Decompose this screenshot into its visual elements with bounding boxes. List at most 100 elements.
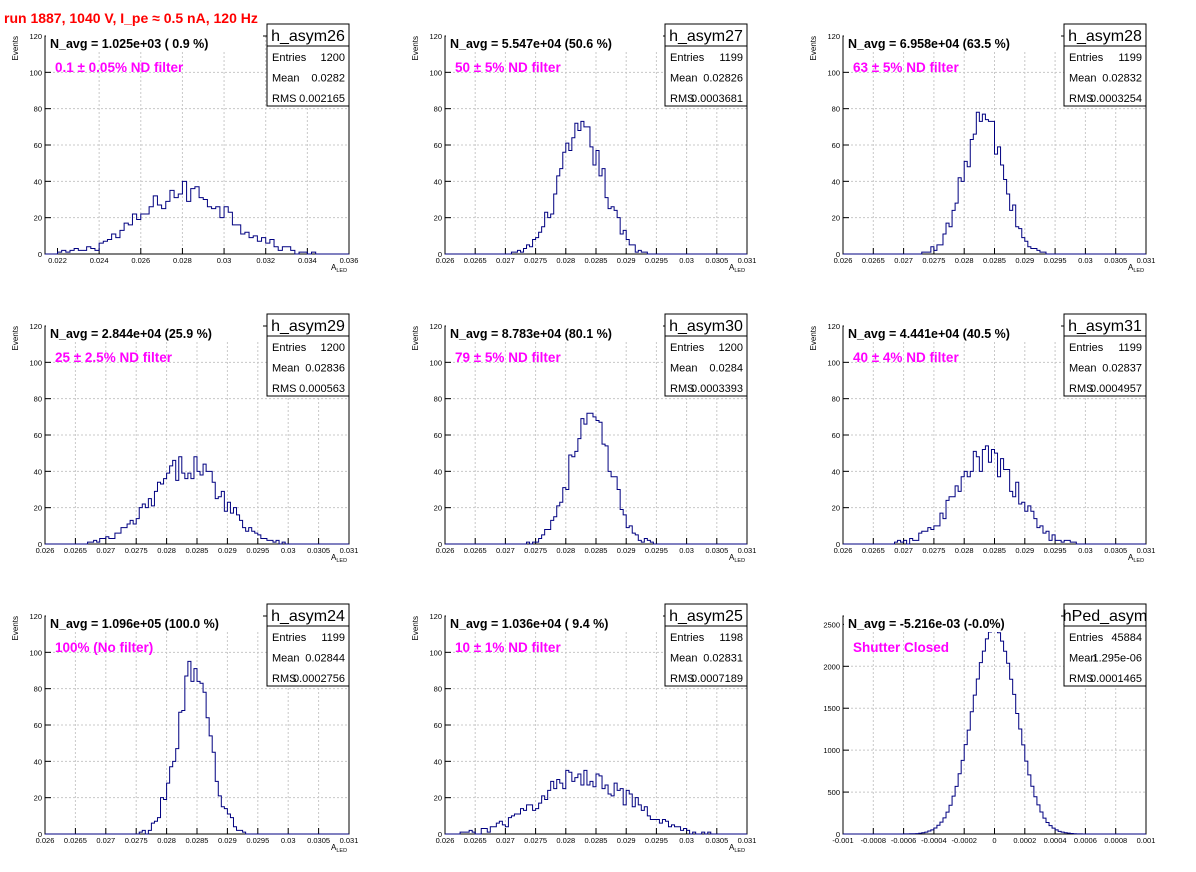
y-axis-title: Events — [809, 36, 818, 60]
x-tick-label: 0.0004 — [1044, 836, 1067, 845]
y-tick-label: 20 — [434, 504, 442, 513]
x-axis-title: ALED — [729, 843, 745, 854]
panel-h_asym24: 0.026 0.0265 0.027 0.0275 0.028 0.0285 0.029 0.… — [11, 603, 358, 854]
stats-value: 1.295e-06 — [1092, 653, 1142, 665]
y-tick-label: 20 — [434, 214, 442, 223]
stats-label: Mean — [1069, 73, 1097, 85]
x-tick-label: 0.0285 — [585, 546, 608, 555]
y-tick-label: 40 — [34, 177, 42, 186]
stats-box: h_asym28 Entries 1199 Mean 0.02832 RMS0.00032… — [1063, 23, 1147, 107]
stats-label: RMS — [670, 93, 694, 105]
x-axis-title: ALED — [331, 553, 347, 564]
stats-value: 0.0002756 — [293, 673, 345, 685]
stats-label: Mean — [670, 73, 698, 85]
stats-value: 1200 — [321, 342, 345, 354]
stats-label: RMS — [670, 673, 694, 685]
page-title: run 1887, 1040 V, I_pe ≈ 0.5 nA, 120 Hz — [4, 10, 258, 26]
x-tick-label: 0.0305 — [705, 546, 728, 555]
y-tick-label: 40 — [832, 467, 840, 476]
x-tick-label: 0.0275 — [524, 256, 547, 265]
panel-h_asym31: 0.026 0.0265 0.027 0.0275 0.028 0.0285 0.029 0.… — [809, 313, 1155, 564]
header-bg — [844, 35, 1061, 52]
x-tick-label: 0.029 — [617, 836, 636, 845]
stats-value: 0.0282 — [311, 73, 345, 85]
header-bg — [844, 325, 1061, 342]
y-tick-label: 100 — [429, 68, 442, 77]
y-tick-label: 60 — [832, 431, 840, 440]
y-tick-label: 500 — [827, 788, 840, 797]
histogram-name: h_asym28 — [1068, 28, 1142, 45]
histogram-line — [843, 445, 1146, 545]
histogram-line — [445, 120, 747, 255]
y-tick-label: 120 — [29, 32, 42, 41]
y-axis-title: Events — [411, 616, 420, 640]
stats-label: RMS — [670, 383, 694, 395]
y-tick-label: 40 — [34, 467, 42, 476]
y-axis-title: Events — [411, 36, 420, 60]
stats-value: 0.000563 — [299, 383, 345, 395]
x-tick-label: 0.0265 — [464, 256, 487, 265]
x-tick-label: 0.0285 — [983, 256, 1006, 265]
y-tick-label: 20 — [832, 504, 840, 513]
y-tick-label: 120 — [429, 322, 442, 331]
y-tick-label: 80 — [832, 395, 840, 404]
stats-value: 1199 — [321, 632, 345, 644]
y-tick-label: 20 — [34, 214, 42, 223]
panel-h_asym29: 0.026 0.0265 0.027 0.0275 0.028 0.0285 0.029 0.… — [11, 313, 358, 564]
histogram-line — [445, 412, 747, 545]
y-tick-label: 100 — [827, 68, 840, 77]
stats-label: Entries — [1069, 342, 1104, 354]
filter-note: 40 ± 4% ND filter — [853, 350, 959, 365]
stats-value: 0.02831 — [703, 653, 743, 665]
x-tick-label: -0.0006 — [891, 836, 916, 845]
stats-value: 0.0004957 — [1090, 383, 1142, 395]
stats-value: 0.0001465 — [1090, 673, 1142, 685]
y-axis-title: Events — [11, 326, 20, 350]
x-tick-label: 0.0295 — [645, 256, 668, 265]
filter-note: Shutter Closed — [853, 640, 949, 655]
x-axis-title: ALED — [1128, 263, 1144, 274]
stats-value: 1199 — [719, 52, 743, 64]
y-tick-label: 40 — [434, 757, 442, 766]
y-tick-label: 20 — [34, 794, 42, 803]
x-tick-label: 0.0275 — [524, 546, 547, 555]
stats-label: RMS — [1069, 673, 1093, 685]
histogram-name: h_asym24 — [271, 608, 345, 625]
stats-value: 1200 — [719, 342, 743, 354]
x-tick-label: 0.0275 — [922, 546, 945, 555]
x-tick-label: -0.0002 — [951, 836, 976, 845]
x-axis-title: ALED — [331, 263, 347, 274]
x-tick-label: 0.0305 — [705, 256, 728, 265]
stats-frame — [664, 313, 748, 397]
stats-label: Entries — [670, 632, 705, 644]
stats-value: 1198 — [719, 632, 743, 644]
x-tick-label: 0.0295 — [1044, 546, 1067, 555]
stats-label: Mean — [1069, 363, 1097, 375]
y-tick-label: 40 — [832, 177, 840, 186]
x-tick-label: 0.036 — [340, 256, 359, 265]
x-tick-label: 0.03 — [281, 546, 296, 555]
y-tick-label: 80 — [34, 105, 42, 114]
header-text: N_avg = 5.547e+04 (50.6 %) — [450, 37, 612, 51]
y-tick-label: 20 — [434, 794, 442, 803]
x-axis-title: ALED — [1128, 553, 1144, 564]
y-tick-label: 0 — [38, 830, 42, 839]
y-tick-label: 80 — [34, 395, 42, 404]
header-text: N_avg = 6.958e+04 (63.5 %) — [848, 37, 1010, 51]
y-tick-label: 120 — [429, 32, 442, 41]
header-text: N_avg = 8.783e+04 (80.1 %) — [450, 327, 612, 341]
x-tick-label: 0.03 — [217, 256, 232, 265]
y-tick-label: 60 — [434, 141, 442, 150]
y-axis-title: Events — [11, 616, 20, 640]
stats-label: Entries — [670, 342, 705, 354]
y-tick-label: 80 — [434, 105, 442, 114]
stats-value: 0.002165 — [299, 93, 345, 105]
histogram-line — [45, 180, 349, 255]
x-axis-title: ALED — [729, 553, 745, 564]
stats-box: h_asym25 Entries 1198 Mean 0.02831 RMS0.00071… — [664, 603, 748, 687]
y-tick-label: 2500 — [823, 620, 840, 629]
filter-note: 25 ± 2.5% ND filter — [55, 350, 173, 365]
y-tick-label: 60 — [434, 431, 442, 440]
x-tick-label: -0.0004 — [921, 836, 946, 845]
